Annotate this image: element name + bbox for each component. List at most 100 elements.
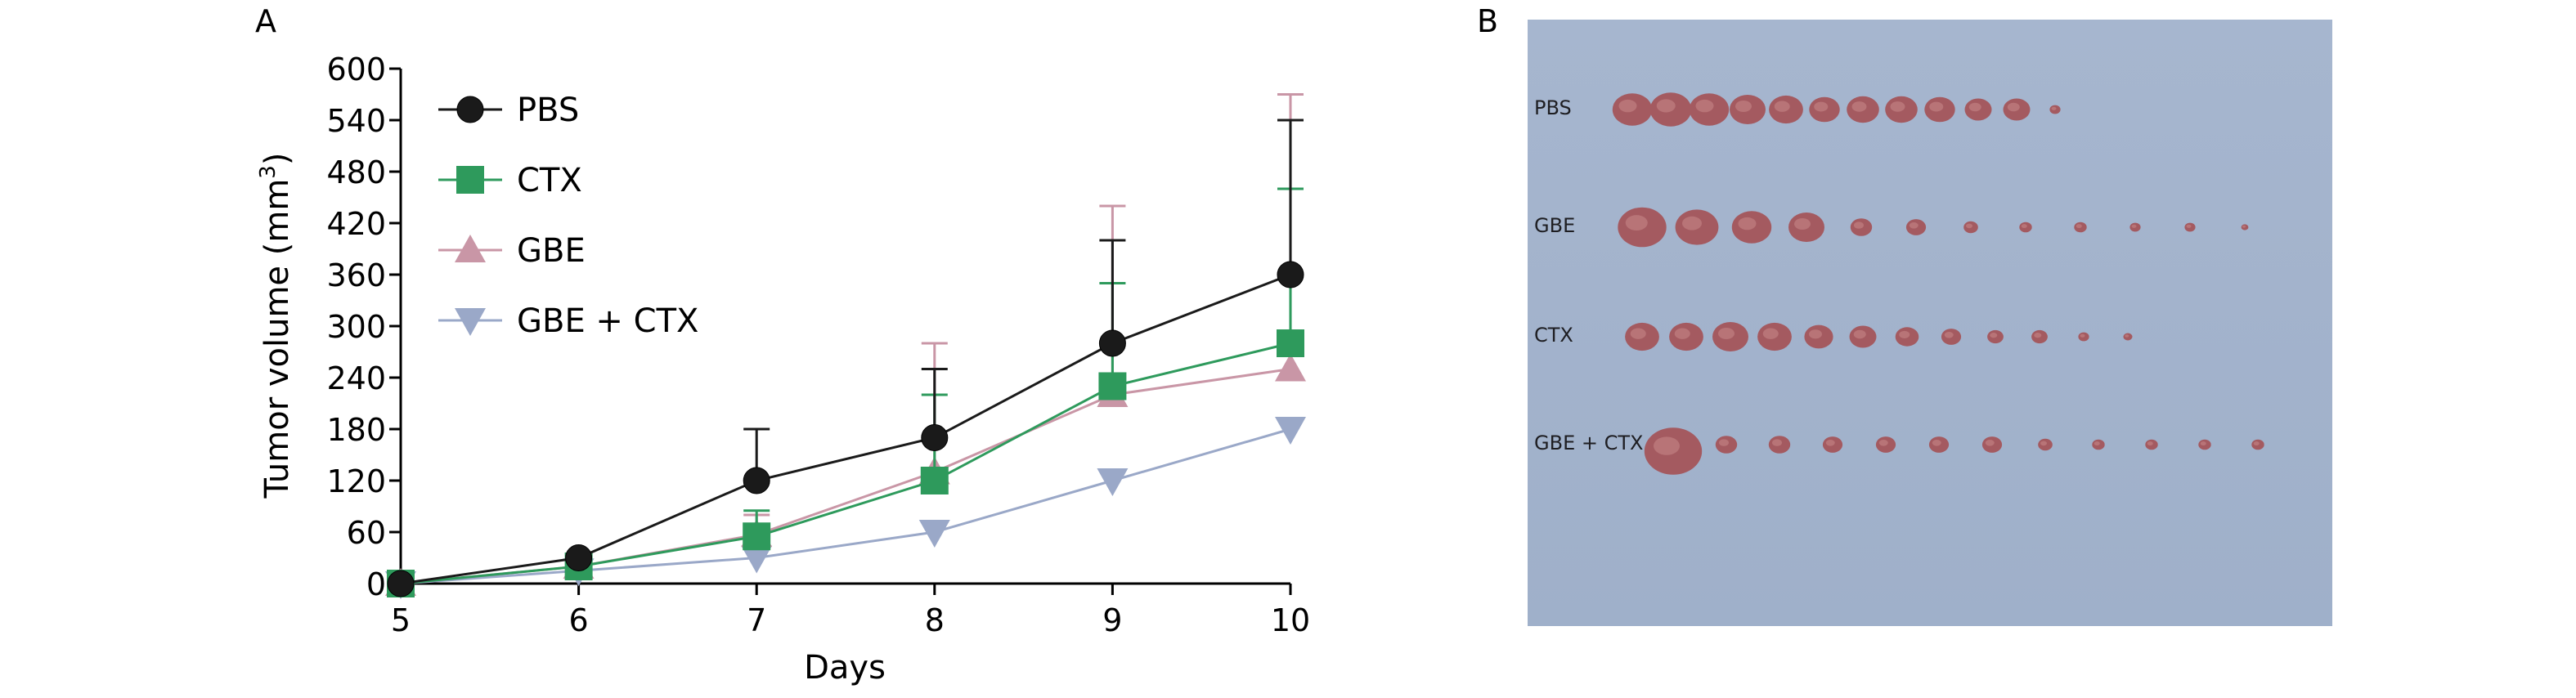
- tumor-row: [1618, 207, 2249, 248]
- y-tick-label: 60: [347, 515, 386, 551]
- chart-series-layer: [385, 93, 1306, 599]
- tumor-highlight: [1814, 101, 1829, 112]
- tumor-highlight: [1966, 223, 1972, 229]
- tumor-highlight: [1932, 439, 1941, 446]
- tumor-highlight: [2131, 224, 2137, 228]
- tumor-highlight: [1625, 215, 1648, 231]
- y-tick-label: 300: [326, 309, 386, 345]
- tumor-highlight: [1735, 101, 1752, 112]
- legend-label: GBE + CTX: [517, 302, 698, 340]
- tumor-highlight: [1909, 221, 1919, 229]
- data-point: [1098, 329, 1126, 357]
- legend-label: PBS: [517, 92, 579, 129]
- chart-legend: PBS CTX GBE GBE + CTX: [438, 92, 698, 340]
- tumor-highlight: [1899, 330, 1910, 338]
- data-point: [387, 570, 415, 597]
- series-line: [400, 342, 1291, 585]
- data-point: [920, 467, 949, 494]
- legend-label: GBE: [517, 232, 586, 270]
- y-axis-label-superscript: 3: [256, 165, 280, 179]
- tumor-highlight: [2242, 225, 2246, 228]
- legend-marker: [455, 308, 486, 336]
- tumor-highlight: [1854, 221, 1864, 229]
- tumor-row: [1644, 427, 2264, 475]
- legend-entry: GBE: [438, 232, 586, 270]
- tumor-highlight: [1774, 101, 1790, 112]
- legend-marker: [456, 96, 484, 123]
- tumor-row: [1612, 92, 2061, 127]
- tumor-highlight: [1968, 102, 1981, 112]
- tumor-highlight: [1825, 439, 1835, 446]
- tumor-highlight: [2034, 333, 2042, 338]
- tumor-highlight: [1944, 331, 1954, 338]
- tumor-highlight: [1630, 328, 1646, 339]
- tumor-photo: PBS GBE CTX GBE + CTX: [1528, 20, 2332, 626]
- photo-row-label-gbe-ctx: GBE + CTX: [1534, 432, 1644, 454]
- tumor-highlight: [2076, 224, 2082, 229]
- tumor-highlight: [1851, 101, 1867, 112]
- y-axis-label-main: Tumor volume (mm: [258, 179, 296, 499]
- tumor-highlight: [1890, 101, 1905, 112]
- tumor-highlight: [2200, 441, 2206, 446]
- series-line: [400, 427, 1291, 585]
- tumor-highlight: [1985, 439, 1995, 446]
- data-point: [1275, 417, 1306, 445]
- y-axis-label: Tumor volume (mm3): [256, 153, 296, 499]
- x-axis-label: Days: [804, 649, 886, 687]
- tumor-highlight: [1929, 101, 1944, 112]
- legend-entry: PBS: [438, 92, 579, 129]
- tumor-highlight: [2051, 106, 2057, 110]
- y-tick-label: 360: [326, 257, 386, 293]
- photo-row-label-pbs: PBS: [1534, 96, 1572, 119]
- tumor-highlight: [1878, 439, 1888, 446]
- photo-row-label-ctx: CTX: [1534, 324, 1573, 347]
- legend-marker: [455, 235, 486, 262]
- tumor-highlight: [2094, 441, 2100, 446]
- data-point: [918, 520, 950, 548]
- y-tick-label: 0: [366, 566, 386, 602]
- x-tick-label: 9: [1102, 602, 1122, 638]
- tumor-highlight: [1674, 328, 1690, 339]
- tumor-highlight: [1719, 439, 1729, 446]
- tumor-highlight: [2186, 224, 2192, 228]
- series-line: [400, 368, 1291, 585]
- tumor-highlight: [1738, 217, 1757, 230]
- tumor-photo-drawing: [1612, 92, 2264, 475]
- legend-label: CTX: [517, 162, 582, 199]
- photo-row-label-gbe: GBE: [1534, 214, 1576, 237]
- data-point: [565, 544, 593, 571]
- tumor-highlight: [2040, 441, 2047, 446]
- tumor-highlight: [1718, 328, 1735, 339]
- tumor-highlight: [1794, 218, 1811, 230]
- tumor-highlight: [1990, 333, 1998, 338]
- tumor-highlight: [1762, 328, 1779, 339]
- data-point: [743, 522, 771, 551]
- y-tick-label: 420: [326, 206, 386, 242]
- legend-entry: CTX: [438, 162, 582, 199]
- y-tick-label: 600: [326, 51, 386, 87]
- tumor-highlight: [1772, 439, 1782, 446]
- tumor-highlight: [1695, 99, 1714, 113]
- y-tick-label: 240: [326, 360, 386, 396]
- tumor-highlight: [2125, 334, 2129, 338]
- data-point: [741, 545, 773, 574]
- tumor-highlight: [2147, 441, 2153, 446]
- x-tick-label: 7: [747, 602, 766, 638]
- data-point: [743, 467, 770, 494]
- tumor-highlight: [1809, 329, 1822, 339]
- tumor-highlight: [1682, 216, 1702, 230]
- data-point: [1277, 261, 1304, 289]
- data-point: [921, 424, 949, 451]
- tumor-highlight: [2021, 224, 2027, 229]
- data-point: [1277, 329, 1304, 357]
- y-tick-label: 180: [326, 412, 386, 448]
- tumor-highlight: [2253, 441, 2260, 446]
- series-pbs: [387, 119, 1304, 597]
- tumor-highlight: [1618, 99, 1637, 113]
- y-tick-label: 120: [326, 463, 386, 499]
- legend-marker: [456, 166, 484, 194]
- tumor-highlight: [2080, 333, 2085, 338]
- tumor-row: [1625, 322, 2133, 351]
- panel-b-label: B: [1477, 3, 1499, 39]
- y-tick-label: 480: [326, 154, 386, 190]
